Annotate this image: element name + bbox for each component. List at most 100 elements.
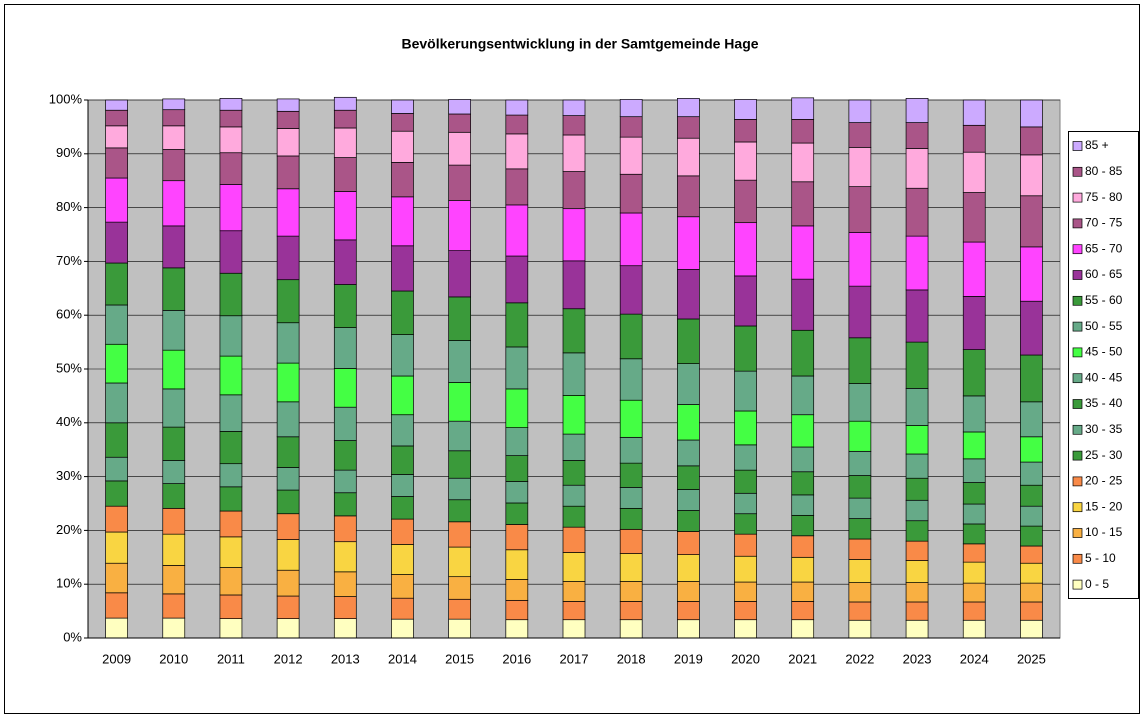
bar-segment (105, 531, 128, 564)
bar-segment (562, 581, 586, 602)
bar-segment (619, 601, 643, 621)
bar-segment (962, 619, 986, 639)
bar-segment (448, 450, 471, 479)
legend-swatch (1072, 321, 1083, 332)
bar-segment (333, 127, 357, 158)
legend-label: 0 - 5 (1085, 577, 1109, 591)
bar-segment (791, 278, 815, 331)
legend-swatch (1072, 502, 1083, 513)
bar-segment (962, 523, 986, 545)
x-tick-label: 2019 (674, 651, 703, 666)
bar-segment (276, 401, 300, 438)
bar-segment (333, 492, 357, 517)
bar-segment (276, 128, 300, 157)
bar-segment (848, 601, 872, 621)
bar-segment (219, 486, 243, 512)
bar-segment (391, 245, 414, 292)
bar-segment (333, 284, 357, 328)
bar-segment (448, 296, 471, 341)
bar-segment (905, 341, 929, 389)
x-tick-label: 2022 (845, 651, 874, 666)
bar-segment (219, 463, 243, 488)
bar-segment (962, 458, 986, 483)
bar-segment (391, 496, 414, 520)
bar-segment (791, 97, 815, 120)
bar-segment (619, 436, 643, 464)
bar-segment (1020, 401, 1043, 438)
bar-segment (333, 327, 357, 369)
bar-segment (619, 99, 643, 118)
bar-segment (276, 513, 300, 540)
legend-label: 15 - 20 (1085, 499, 1123, 513)
bar-segment (905, 582, 929, 603)
bar-segment (162, 349, 186, 390)
bar-segment (562, 505, 586, 528)
bar-segment (619, 553, 643, 582)
bar-segment (333, 96, 357, 111)
bar-segment (562, 171, 586, 210)
bar-segment (162, 310, 186, 351)
legend-label: 45 - 50 (1085, 345, 1123, 359)
y-tick-label: 60% (56, 307, 82, 322)
bar-segment (791, 181, 815, 227)
bar-segment (791, 535, 815, 558)
bar-segment (734, 601, 757, 621)
bar-segment (391, 414, 414, 447)
bar-segment (791, 225, 815, 280)
bar-segment (677, 619, 700, 639)
x-tick-label: 2012 (274, 651, 303, 666)
bar-segment (505, 549, 529, 580)
bar-segment (391, 474, 414, 497)
bar-segment (505, 133, 529, 170)
bar-segment (105, 456, 128, 482)
bar-segment (734, 222, 757, 277)
bar-segment (619, 462, 643, 488)
bar-segment (333, 406, 357, 441)
bar-segment (848, 475, 872, 499)
bar-segment (962, 241, 986, 297)
bar-segment (677, 137, 700, 177)
legend (1068, 131, 1139, 599)
legend-label: 30 - 35 (1085, 422, 1123, 436)
bar-segment (791, 119, 815, 144)
bar-segment (848, 420, 872, 452)
bar-segment (905, 520, 929, 542)
bar-segment (448, 546, 471, 578)
bar-segment (276, 539, 300, 571)
bar-segment (219, 594, 243, 619)
bar-segment (276, 618, 300, 639)
legend-label: 25 - 30 (1085, 448, 1123, 462)
bar-segment (505, 502, 529, 525)
bar-segment (333, 596, 357, 619)
y-tick-label: 70% (56, 253, 82, 268)
bar-segment (562, 208, 586, 262)
bar-segment (333, 191, 357, 241)
bar-segment (219, 355, 243, 396)
bar-segment (619, 313, 643, 360)
bar-segment (848, 337, 872, 384)
bar-segment (276, 436, 300, 468)
bar-segment (505, 455, 529, 482)
y-tick-label: 10% (56, 576, 82, 591)
bar-segment (962, 395, 986, 433)
bar-segment (677, 404, 700, 441)
bar-segment (105, 99, 128, 111)
bar-segment (219, 431, 243, 465)
bar-segment (734, 410, 757, 446)
x-tick-label: 2016 (502, 651, 531, 666)
bar-segment (162, 507, 186, 535)
bar-segment (791, 142, 815, 183)
bar-segment (333, 109, 357, 129)
bar-segment (219, 126, 243, 154)
legend-label: 40 - 45 (1085, 370, 1123, 384)
bar-segment (276, 362, 300, 403)
bar-segment (734, 370, 757, 412)
legend-label: 5 - 10 (1085, 551, 1116, 565)
y-tick-label: 20% (56, 522, 82, 537)
bar-segment (1020, 505, 1043, 527)
bar-segment (219, 98, 243, 111)
bar-segment (905, 601, 929, 621)
bar-segment (276, 322, 300, 364)
bar-segment (105, 177, 128, 223)
bar-segment (505, 255, 529, 304)
